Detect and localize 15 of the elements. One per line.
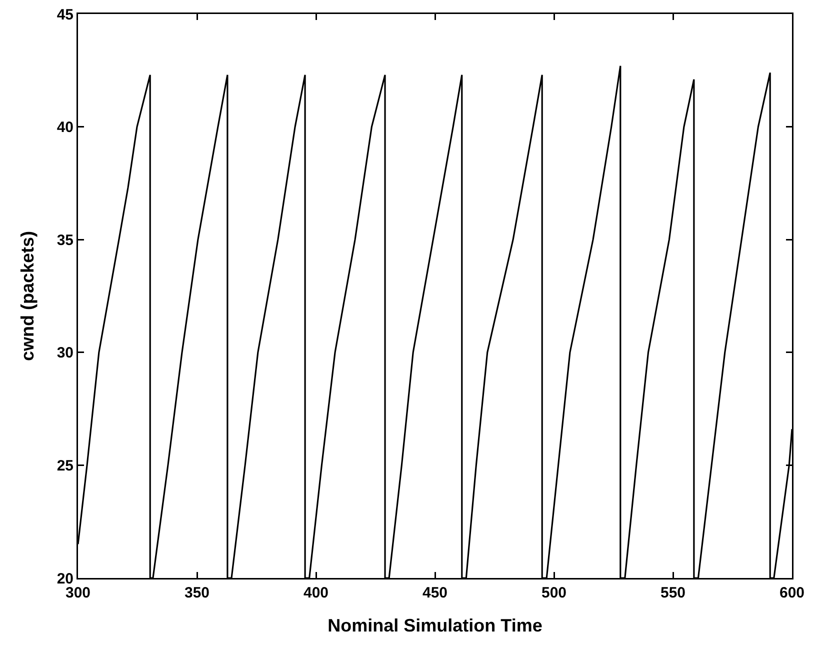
y-tick-label: 45 <box>56 6 74 24</box>
y-tick-label: 25 <box>56 457 74 474</box>
x-tick-label: 500 <box>541 584 567 602</box>
x-axis-title: Nominal Simulation Time <box>328 615 542 636</box>
x-tick-label: 400 <box>303 584 329 602</box>
y-tick-label: 20 <box>56 570 74 588</box>
x-tick-label: 300 <box>65 584 91 602</box>
y-axis-title: cwnd (packets) <box>17 230 38 362</box>
x-tick-label: 600 <box>779 584 805 602</box>
x-tick-label: 350 <box>184 584 210 602</box>
x-tick-label: 550 <box>660 584 686 602</box>
y-tick-label: 35 <box>56 232 74 249</box>
x-tick-label: 450 <box>422 584 448 602</box>
y-tick-label: 40 <box>56 119 74 136</box>
y-tick-label: 30 <box>56 344 74 362</box>
